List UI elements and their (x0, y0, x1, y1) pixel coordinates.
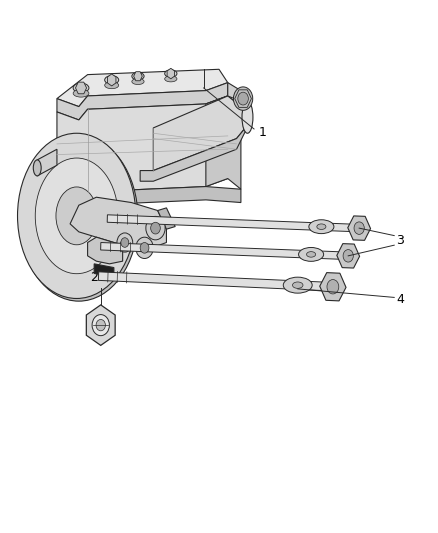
Polygon shape (134, 72, 142, 80)
Polygon shape (107, 74, 116, 86)
Polygon shape (348, 216, 371, 240)
Ellipse shape (317, 224, 326, 229)
Circle shape (136, 237, 153, 259)
Text: 3: 3 (396, 235, 404, 247)
Polygon shape (206, 96, 241, 189)
Ellipse shape (105, 76, 119, 84)
Polygon shape (75, 82, 87, 94)
Polygon shape (228, 83, 250, 107)
Circle shape (354, 222, 364, 235)
Circle shape (343, 249, 353, 262)
Ellipse shape (132, 72, 144, 80)
Polygon shape (140, 112, 250, 181)
Polygon shape (70, 197, 166, 251)
Circle shape (117, 233, 133, 252)
Ellipse shape (283, 277, 312, 293)
Ellipse shape (33, 160, 41, 176)
Circle shape (146, 216, 165, 240)
Ellipse shape (20, 136, 138, 301)
Polygon shape (57, 69, 228, 107)
Ellipse shape (165, 70, 177, 77)
Polygon shape (101, 243, 348, 260)
Circle shape (238, 92, 248, 105)
Ellipse shape (73, 83, 89, 93)
Polygon shape (99, 272, 333, 291)
Polygon shape (86, 305, 115, 345)
Polygon shape (153, 96, 250, 171)
Polygon shape (88, 237, 123, 264)
Circle shape (140, 243, 149, 253)
Circle shape (233, 87, 253, 110)
Polygon shape (320, 272, 346, 301)
Polygon shape (337, 244, 360, 268)
Polygon shape (107, 215, 359, 232)
Ellipse shape (165, 76, 177, 82)
Ellipse shape (242, 101, 253, 133)
Circle shape (151, 222, 160, 234)
Polygon shape (167, 68, 174, 79)
Ellipse shape (309, 220, 334, 233)
Text: 1: 1 (258, 126, 266, 139)
Ellipse shape (293, 282, 303, 288)
Ellipse shape (35, 158, 118, 274)
Polygon shape (37, 149, 57, 176)
Polygon shape (57, 96, 228, 203)
Polygon shape (158, 208, 175, 229)
Ellipse shape (18, 133, 136, 298)
Circle shape (327, 279, 339, 294)
Text: 4: 4 (396, 293, 404, 306)
Ellipse shape (56, 187, 97, 245)
Polygon shape (94, 264, 114, 277)
Ellipse shape (73, 90, 89, 97)
Circle shape (92, 314, 110, 336)
Text: 2: 2 (90, 271, 98, 284)
Ellipse shape (132, 78, 144, 85)
Circle shape (121, 238, 129, 247)
Polygon shape (57, 187, 241, 216)
Ellipse shape (299, 247, 324, 261)
Ellipse shape (307, 252, 316, 257)
Circle shape (96, 319, 106, 331)
Ellipse shape (105, 82, 119, 88)
Polygon shape (57, 83, 228, 120)
